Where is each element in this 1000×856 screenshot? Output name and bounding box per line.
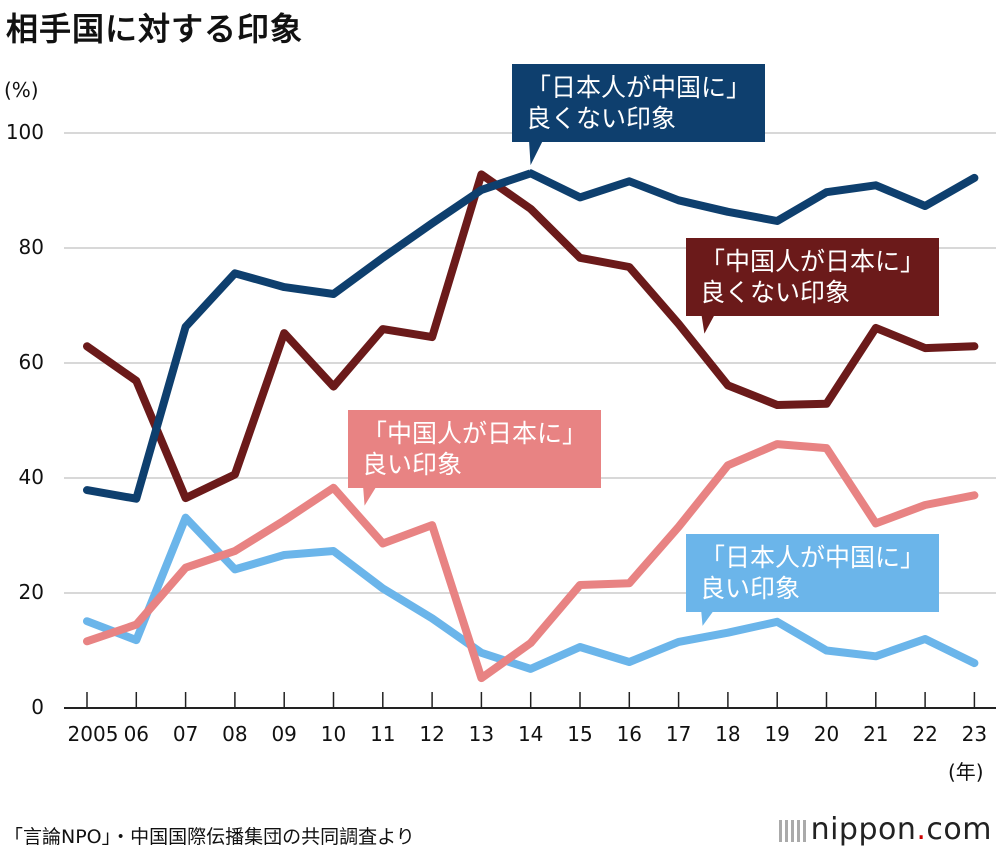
x-tick-label: 21 xyxy=(863,722,889,746)
brand-bars-icon xyxy=(778,819,807,842)
y-tick-label: 0 xyxy=(31,695,44,719)
x-tick-label: 15 xyxy=(567,722,593,746)
label-china-bad: 「中国人が日本に」 良くない印象 xyxy=(686,238,940,316)
x-tick-label: 2005 xyxy=(67,722,119,746)
brand-suffix: com xyxy=(926,812,992,847)
x-tick-label: 13 xyxy=(468,722,495,746)
series-line-2 xyxy=(83,440,979,683)
label-line: 良くない印象 xyxy=(700,278,851,307)
brand-name: nippon xyxy=(810,812,917,847)
label-japan-good: 「日本人が中国に」 良い印象 xyxy=(686,534,940,612)
x-tick-label: 23 xyxy=(961,722,988,746)
y-axis-unit: (%) xyxy=(4,78,39,102)
x-tick-label: 18 xyxy=(715,722,741,746)
x-tick-label: 20 xyxy=(813,722,840,746)
label-line: 良い印象 xyxy=(362,450,463,479)
y-tick-label: 80 xyxy=(18,235,44,259)
x-tick-label: 06 xyxy=(123,722,150,746)
y-tick-label: 40 xyxy=(18,465,44,489)
chart-title: 相手国に対する印象 xyxy=(6,10,304,48)
label-line: 良い印象 xyxy=(700,574,801,603)
label-line: 「日本人が中国に」 xyxy=(700,543,926,572)
x-tick-label: 17 xyxy=(665,722,692,746)
x-tick-label: 11 xyxy=(370,722,396,746)
label-line: 「日本人が中国に」 xyxy=(526,73,752,102)
x-tick-label: 14 xyxy=(517,722,544,746)
label-line: 「中国人が日本に」 xyxy=(362,419,588,448)
label-japan-bad: 「日本人が中国に」 良くない印象 xyxy=(512,64,766,142)
x-tick-label: 22 xyxy=(912,722,938,746)
y-tick-label: 100 xyxy=(5,120,44,144)
x-tick-label: 19 xyxy=(764,722,790,746)
label-china-good: 「中国人が日本に」 良い印象 xyxy=(348,410,602,488)
brand-logo: nippon.com xyxy=(778,812,992,847)
series-line-0 xyxy=(83,169,979,503)
brand-dot: . xyxy=(916,812,927,847)
x-tick-label: 08 xyxy=(222,722,248,746)
x-tick-label: 10 xyxy=(320,722,347,746)
x-axis-unit: (年) xyxy=(948,760,984,784)
x-tick-label: 09 xyxy=(271,722,297,746)
series-line-3 xyxy=(83,513,979,673)
x-tick-label: 07 xyxy=(172,722,199,746)
y-tick-label: 20 xyxy=(18,580,44,604)
series-lines xyxy=(83,135,979,683)
x-tick-label: 12 xyxy=(419,722,445,746)
y-tick-label: 60 xyxy=(18,350,44,374)
label-line: 良くない印象 xyxy=(526,104,677,133)
series-line-1 xyxy=(83,170,979,503)
source-note: 「言論NPO」・中国国際伝播集団の共同調査より xyxy=(4,826,415,848)
x-tick-label: 16 xyxy=(616,722,643,746)
label-line: 「中国人が日本に」 xyxy=(700,247,926,276)
